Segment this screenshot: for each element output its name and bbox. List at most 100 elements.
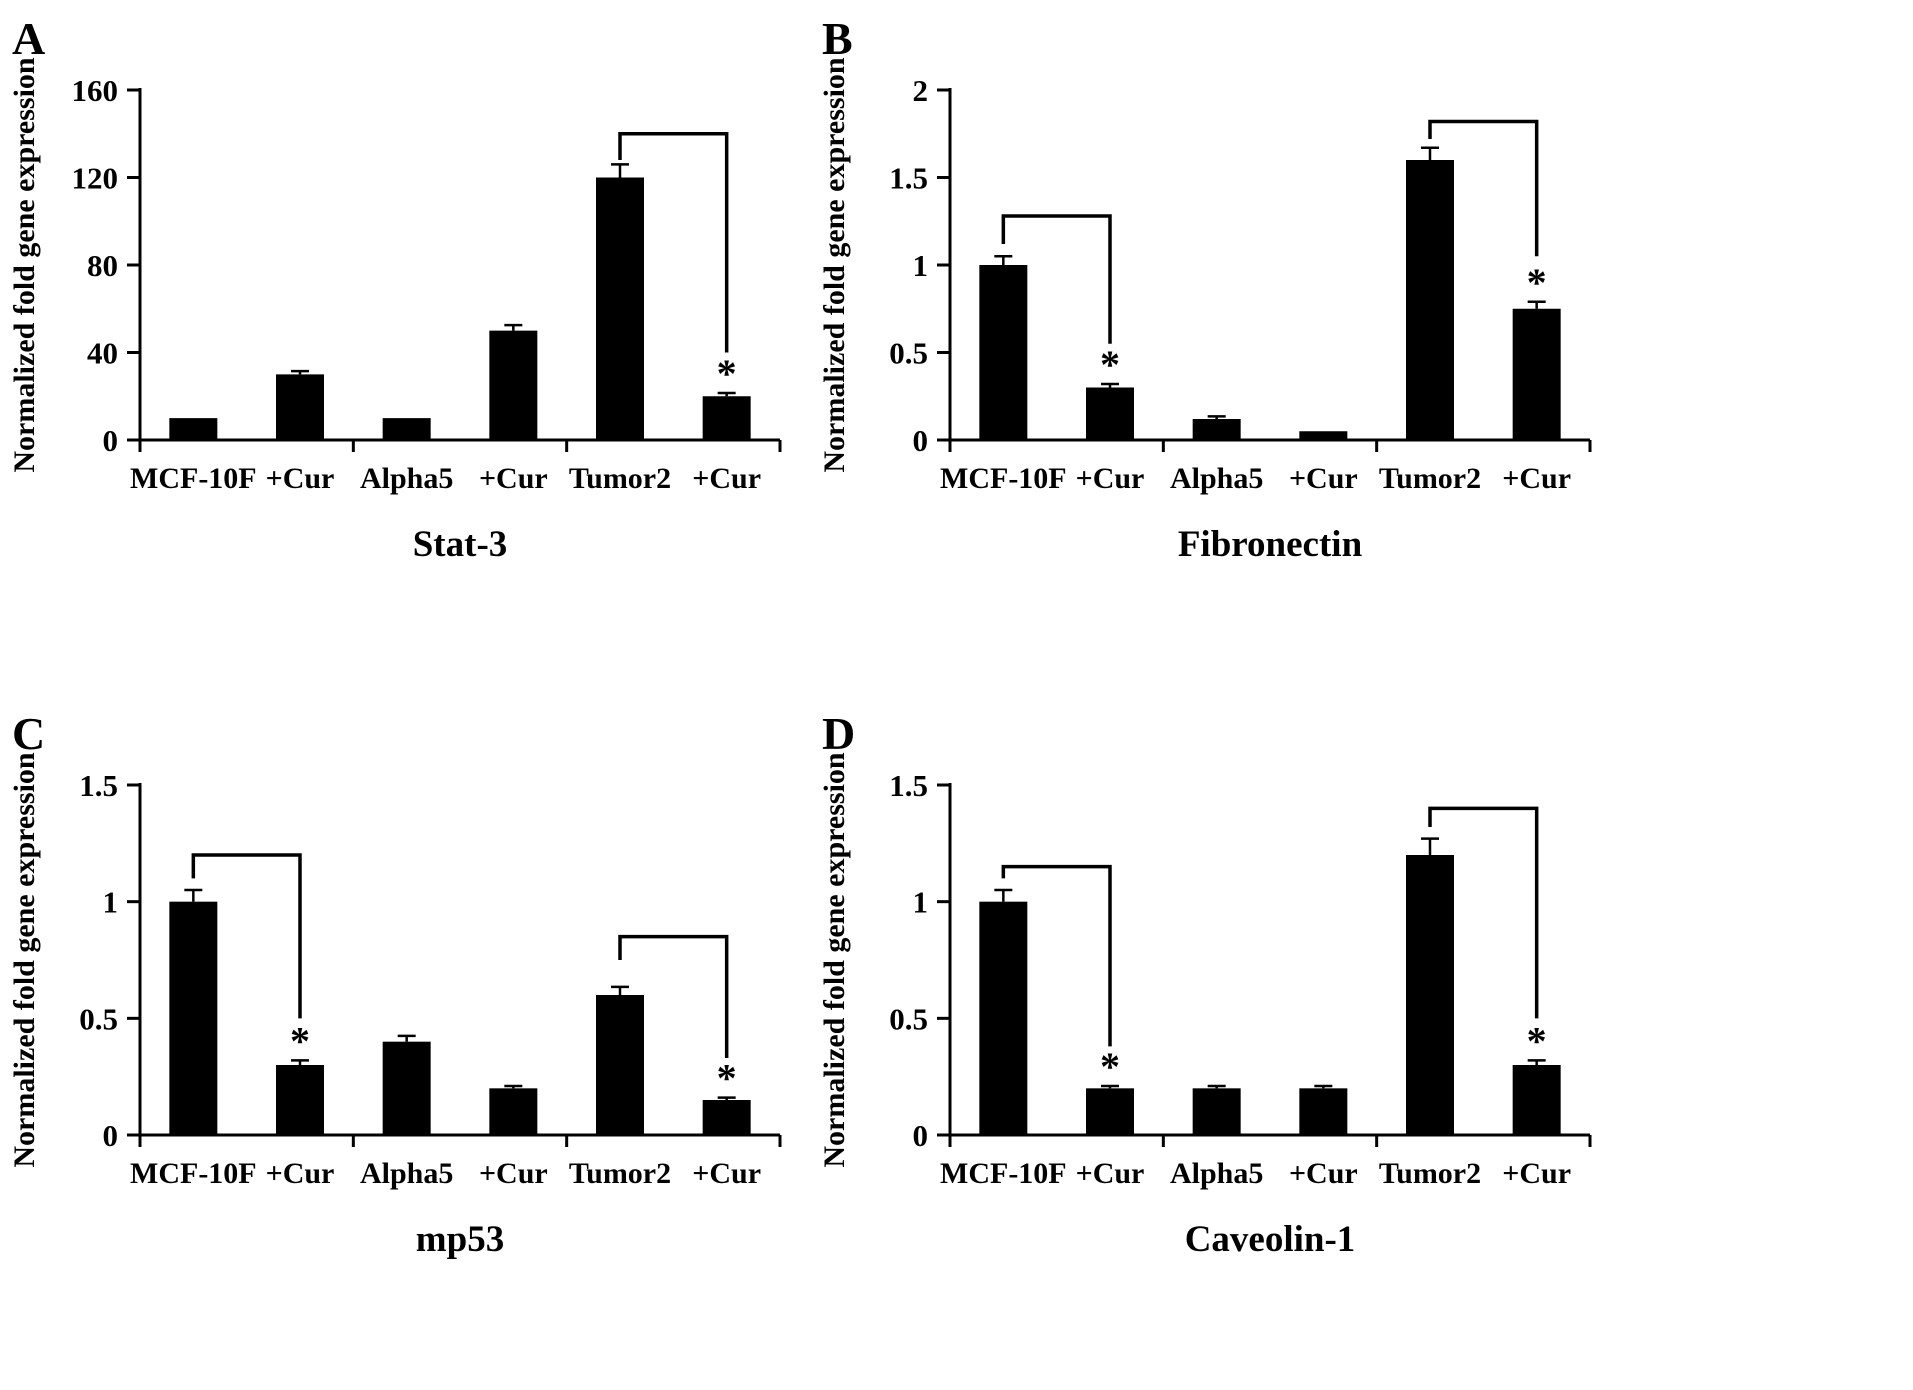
panel-d-caveolin1-chart: D Normalized fold gene expression 0 0.5 1 1.5… (810, 695, 1913, 1390)
panel-a-stat3-chart: A Normalized fold gene expression 0 40 80 120… (0, 0, 810, 695)
y-axis-title: Normalized fold gene expression (8, 752, 41, 1168)
x-category-label: +Cur (1076, 1157, 1145, 1190)
bar-1 (276, 1065, 324, 1135)
x-category-label: Tumor2 (569, 462, 671, 495)
x-category-label: MCF-10F (940, 462, 1067, 495)
x-category-label: Tumor2 (569, 1157, 671, 1190)
panel-b-fibronectin-chart: B Normalized fold gene expression 0 0.5 1 1.5… (810, 0, 1913, 695)
y-tick-label: 1.5 (79, 768, 118, 803)
x-category-label: +Cur (692, 462, 761, 495)
x-category-label: +Cur (1076, 462, 1145, 495)
significance-bracket (191, 853, 302, 1019)
x-category-label: +Cur (1289, 462, 1358, 495)
y-tick-label: 80 (87, 248, 118, 283)
y-tick-label: 0 (913, 1118, 929, 1153)
y-tick-label: 0 (103, 423, 119, 458)
y-tick-label: 1 (103, 885, 119, 920)
bar-4 (596, 995, 644, 1135)
y-tick-label: 1.5 (889, 768, 928, 803)
bar-3 (1299, 1088, 1348, 1135)
bar-1 (1086, 1088, 1134, 1135)
significance-bracket (618, 132, 729, 353)
bar-1 (1086, 387, 1134, 440)
chart-title: mp53 (416, 1219, 504, 1260)
y-tick-label: 2 (913, 73, 929, 108)
x-category-label: Alpha5 (360, 462, 453, 495)
significance-bracket (1428, 806, 1539, 1019)
y-axis-title: Normalized fold gene expression (8, 57, 41, 473)
significance-asterisk: * (1100, 1044, 1120, 1089)
x-category-label: MCF-10F (130, 462, 257, 495)
bar-3 (1299, 431, 1348, 440)
bar-2 (382, 418, 431, 440)
bar-1 (276, 374, 324, 440)
x-category-label: +Cur (479, 1157, 548, 1190)
bar-2 (1192, 1088, 1241, 1135)
bar-4 (1406, 855, 1454, 1135)
panel-label: D (822, 708, 855, 759)
bar-5 (1512, 1065, 1561, 1135)
y-tick-label: 0 (103, 1118, 119, 1153)
y-axis-title: Normalized fold gene expression (818, 57, 851, 473)
y-tick-label: 1 (913, 248, 929, 283)
x-category-label: Alpha5 (1170, 462, 1263, 495)
panel-c-mp53-chart: C Normalized fold gene expression 0 0.5 1 1.5… (0, 695, 810, 1390)
panel-label: B (822, 13, 853, 64)
bar-0 (169, 418, 218, 440)
bar-4 (596, 177, 644, 440)
x-category-label: Tumor2 (1379, 462, 1481, 495)
x-category-label: Alpha5 (1170, 1157, 1263, 1190)
y-tick-label: 160 (72, 73, 119, 108)
panel-label: C (12, 708, 45, 759)
significance-asterisk: * (1527, 260, 1547, 305)
panel-label: A (12, 13, 45, 64)
y-tick-label: 0 (913, 423, 929, 458)
bar-0 (169, 901, 218, 1135)
x-category-label: MCF-10F (130, 1157, 257, 1190)
bar-0 (979, 901, 1028, 1135)
y-tick-label: 1.5 (889, 161, 928, 196)
significance-bracket (1428, 119, 1539, 257)
significance-bracket (1001, 214, 1112, 344)
x-category-label: +Cur (1289, 1157, 1358, 1190)
significance-bracket (618, 934, 729, 1058)
x-category-label: Tumor2 (1379, 1157, 1481, 1190)
significance-asterisk: * (717, 1056, 737, 1101)
bar-5 (702, 1100, 751, 1135)
x-category-label: +Cur (266, 462, 335, 495)
significance-bracket (1001, 864, 1112, 1047)
y-tick-label: 40 (87, 336, 118, 371)
significance-asterisk: * (290, 1018, 310, 1063)
significance-asterisk: * (717, 351, 737, 396)
x-category-label: +Cur (1502, 1157, 1571, 1190)
bar-5 (702, 396, 751, 440)
bar-3 (489, 330, 538, 440)
bar-5 (1512, 308, 1561, 440)
x-category-label: +Cur (266, 1157, 335, 1190)
y-axis-title: Normalized fold gene expression (818, 752, 851, 1168)
y-tick-label: 0.5 (889, 1001, 928, 1036)
bar-4 (1406, 160, 1454, 440)
significance-asterisk: * (1527, 1018, 1547, 1063)
x-category-label: Alpha5 (360, 1157, 453, 1190)
bar-2 (1192, 419, 1241, 440)
x-category-label: MCF-10F (940, 1157, 1067, 1190)
chart-title: Stat-3 (413, 524, 508, 565)
chart-title: Fibronectin (1178, 524, 1363, 565)
bar-3 (489, 1088, 538, 1135)
y-tick-label: 0.5 (79, 1001, 118, 1036)
x-category-label: +Cur (1502, 462, 1571, 495)
y-tick-label: 1 (913, 885, 929, 920)
bar-2 (382, 1041, 431, 1135)
y-tick-label: 0.5 (889, 336, 928, 371)
x-category-label: +Cur (479, 462, 548, 495)
significance-asterisk: * (1100, 342, 1120, 387)
y-tick-label: 120 (72, 161, 119, 196)
x-category-label: +Cur (692, 1157, 761, 1190)
chart-title: Caveolin-1 (1185, 1219, 1356, 1260)
